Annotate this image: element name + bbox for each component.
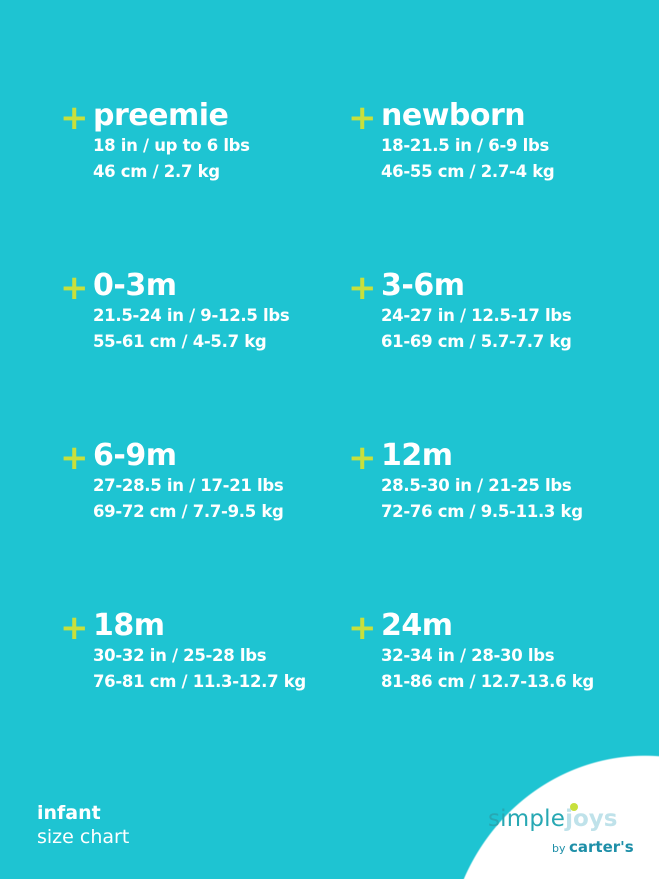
size-name: preemie (93, 98, 229, 133)
plus-icon: + (60, 268, 89, 308)
size-metric: 81-86 cm / 12.7-13.6 kg (381, 672, 594, 691)
logo-brand: carter's (569, 838, 634, 856)
size-name: 12m (381, 438, 453, 473)
size-metric: 76-81 cm / 11.3-12.7 kg (93, 672, 306, 691)
size-name: 18m (93, 608, 165, 643)
size-name: 0-3m (93, 268, 177, 303)
size-imperial: 18-21.5 in / 6-9 lbs (381, 136, 550, 155)
size-imperial: 18 in / up to 6 lbs (93, 136, 250, 155)
size-metric: 46-55 cm / 2.7-4 kg (381, 162, 555, 181)
size-imperial: 30-32 in / 25-28 lbs (93, 646, 267, 665)
logo-by-carters: by carter's (552, 838, 634, 856)
chart-label-size-chart: size chart (37, 826, 130, 848)
size-metric: 69-72 cm / 7.7-9.5 kg (93, 502, 284, 521)
size-name: 24m (381, 608, 453, 643)
size-name: 6-9m (93, 438, 177, 473)
size-imperial: 28.5-30 in / 21-25 lbs (381, 476, 572, 495)
plus-icon: + (348, 98, 377, 138)
size-metric: 61-69 cm / 5.7-7.7 kg (381, 332, 572, 351)
size-imperial: 21.5-24 in / 9-12.5 lbs (93, 306, 290, 325)
size-name: 3-6m (381, 268, 465, 303)
size-imperial: 24-27 in / 12.5-17 lbs (381, 306, 572, 325)
plus-icon: + (60, 438, 89, 478)
plus-icon: + (348, 438, 377, 478)
logo-dot-icon (570, 803, 579, 811)
plus-icon: + (60, 98, 89, 138)
simple-joys-logo: simple joys by carter's (488, 803, 648, 856)
logo-by: by (552, 842, 566, 855)
plus-icon: + (348, 608, 377, 648)
size-metric: 55-61 cm / 4-5.7 kg (93, 332, 267, 351)
size-metric: 46 cm / 2.7 kg (93, 162, 220, 181)
plus-icon: + (60, 608, 89, 648)
chart-label-infant: infant (37, 802, 101, 824)
size-imperial: 32-34 in / 28-30 lbs (381, 646, 555, 665)
logo-joys: joys (565, 803, 618, 832)
plus-icon: + (348, 268, 377, 308)
logo-simple: simple (488, 806, 566, 832)
size-name: newborn (381, 98, 526, 133)
size-metric: 72-76 cm / 9.5-11.3 kg (381, 502, 583, 521)
size-imperial: 27-28.5 in / 17-21 lbs (93, 476, 284, 495)
